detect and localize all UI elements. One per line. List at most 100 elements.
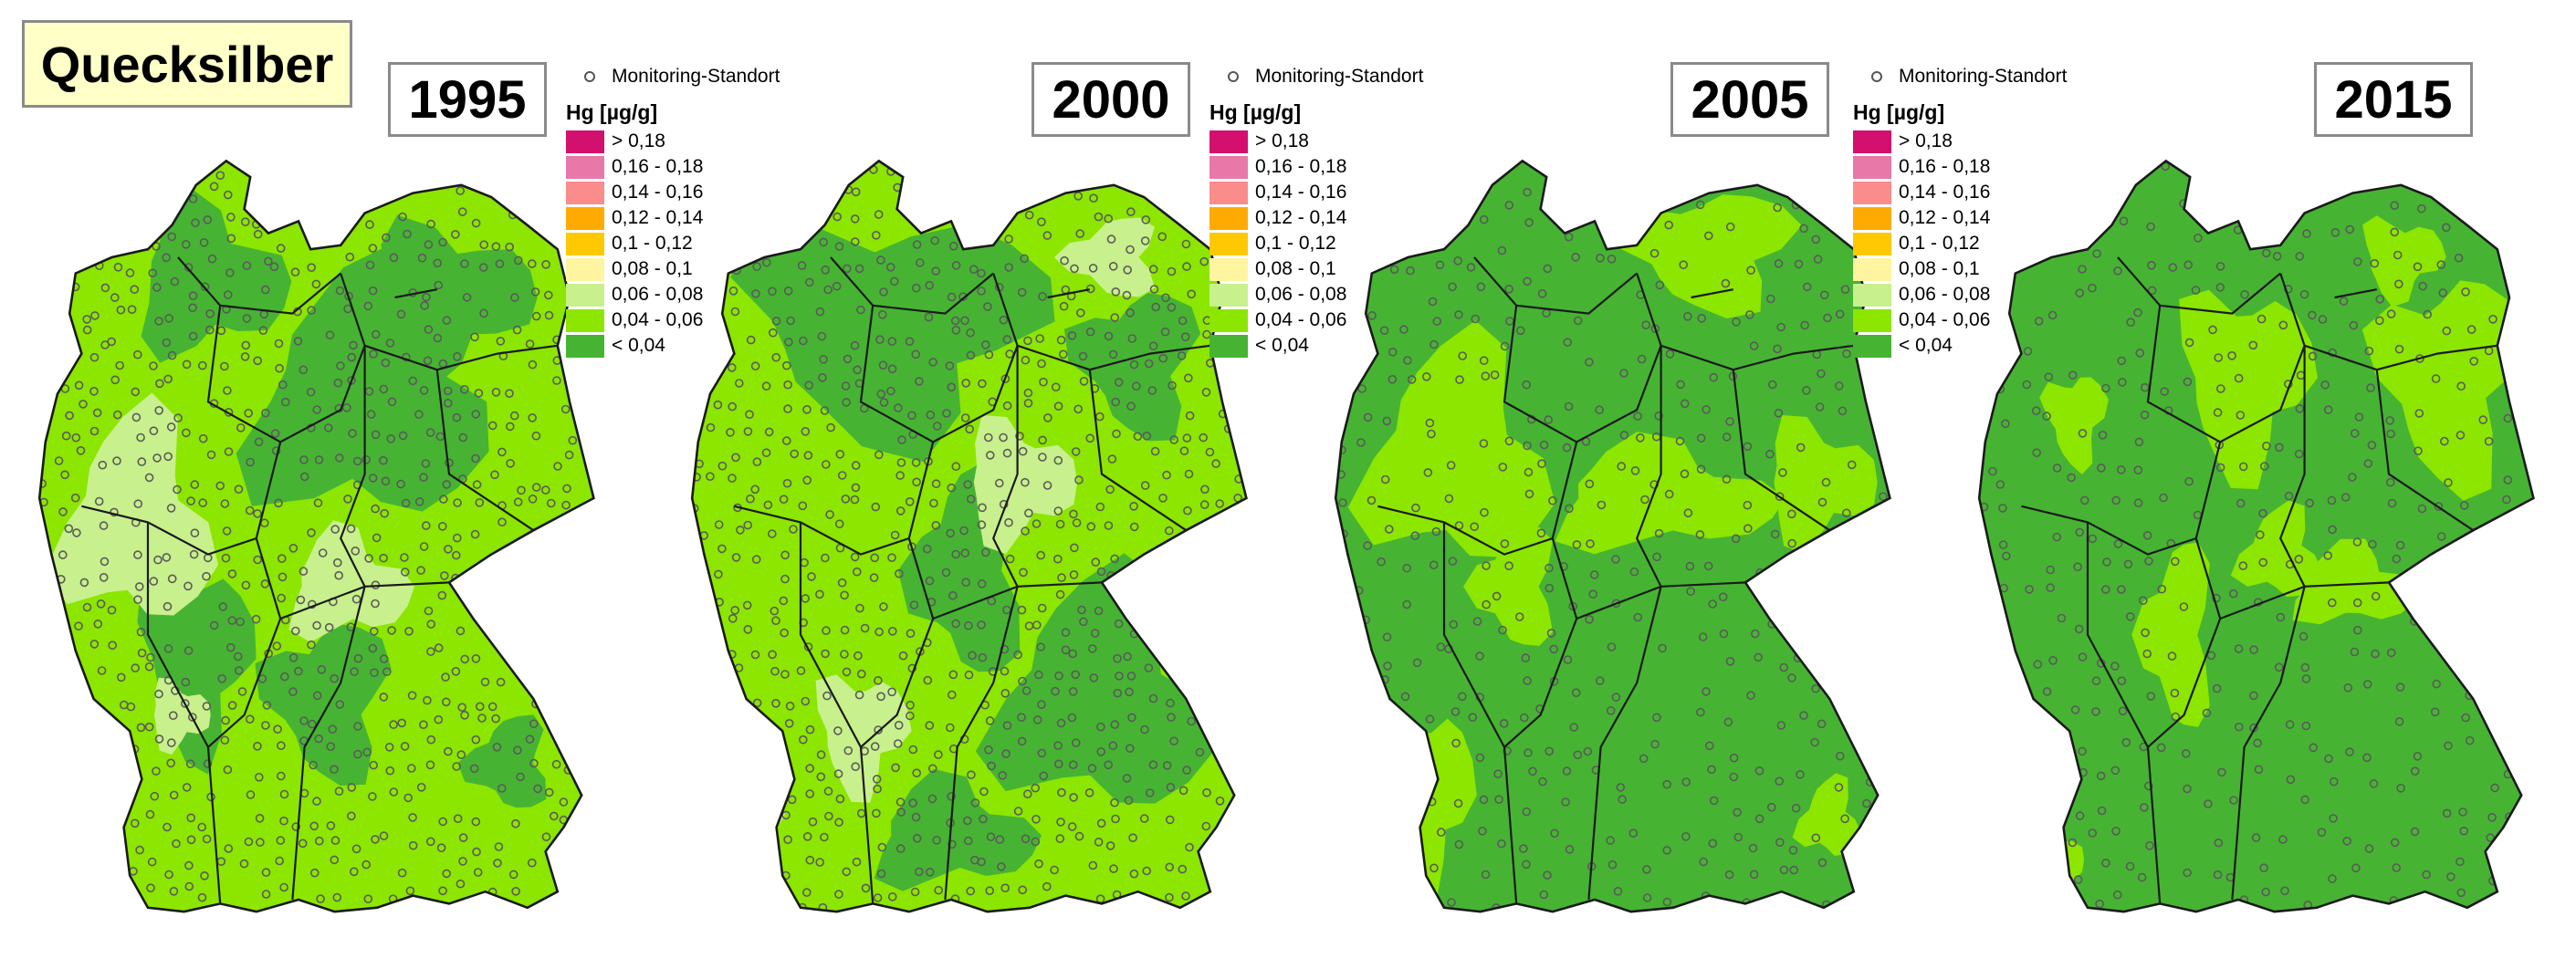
monitoring-site (1068, 760, 1078, 770)
concentration-zone (874, 768, 1042, 891)
monitoring-site (815, 589, 824, 599)
monitoring-site (1110, 554, 1119, 564)
monitoring-site (223, 386, 232, 395)
monitoring-site (815, 307, 825, 317)
monitoring-site (552, 376, 561, 385)
monitoring-site (1628, 828, 1639, 839)
monitoring-site (1493, 769, 1503, 779)
monitoring-site (1585, 614, 1594, 624)
monitoring-site (1680, 469, 1690, 479)
monitoring-site (421, 521, 431, 530)
monitoring-site (112, 456, 121, 465)
monitoring-site (1538, 776, 1547, 787)
monitoring-site (1211, 459, 1220, 468)
monitoring-site (751, 289, 760, 298)
legend-swatch (566, 130, 604, 153)
monitoring-site (275, 363, 284, 373)
monitoring-site (217, 673, 226, 683)
monitoring-site (726, 427, 735, 437)
monitoring-site (471, 735, 481, 745)
monitoring-site (127, 305, 137, 315)
monitoring-site (505, 422, 515, 432)
monitoring-site (761, 448, 771, 458)
monitoring-site (850, 495, 860, 505)
monitoring-site (1636, 432, 1645, 443)
monitoring-site (1571, 688, 1581, 698)
monitoring-site (186, 835, 196, 845)
monitoring-site (948, 590, 958, 600)
monitoring-site (906, 700, 915, 710)
monitoring-site (480, 677, 490, 687)
legend-swatch (566, 308, 604, 332)
monitoring-site (851, 237, 860, 246)
state-border (1047, 288, 1091, 299)
legend-class-label: 0,16 - 0,18 (1899, 156, 1991, 177)
monitoring-site (768, 529, 777, 538)
concentration-zone (1792, 773, 1863, 856)
monitoring-site (2253, 738, 2262, 748)
monitoring-site (2438, 288, 2448, 297)
monitoring-site (1075, 308, 1085, 318)
monitoring-site (155, 379, 164, 389)
monitoring-site (1123, 265, 1133, 275)
monitoring-site (207, 254, 217, 264)
monitoring-site (1521, 653, 1531, 662)
monitoring-site (371, 599, 380, 609)
monitoring-site (1655, 280, 1665, 290)
monitoring-site (136, 723, 146, 733)
monitoring-site (254, 437, 264, 447)
monitoring-site (406, 764, 416, 773)
legend-monitoring-label: Monitoring-Standort (1899, 66, 2068, 87)
monitoring-site (1862, 798, 1871, 808)
monitoring-site (269, 262, 279, 272)
monitoring-site (1039, 377, 1048, 387)
monitoring-site (782, 478, 792, 488)
monitoring-site (1125, 744, 1135, 754)
monitoring-site (326, 742, 336, 752)
monitoring-site (260, 579, 270, 589)
monitoring-site (182, 239, 191, 249)
monitoring-site (2390, 838, 2400, 848)
monitoring-site (1015, 432, 1024, 441)
monitoring-site (1022, 789, 1032, 799)
monitoring-site (873, 784, 882, 794)
legend-class-label: 0,08 - 0,1 (1255, 258, 1336, 279)
monitoring-site (403, 229, 412, 239)
monitoring-site (1545, 583, 1555, 593)
monitoring-site (1074, 475, 1084, 484)
monitoring-site (2330, 228, 2340, 237)
monitoring-site (2183, 784, 2192, 794)
monitoring-site (290, 626, 300, 636)
monitoring-site (1499, 718, 1509, 728)
monitoring-site (1834, 783, 1844, 792)
monitoring-site (456, 750, 466, 760)
monitoring-site (1505, 317, 1514, 326)
monitoring-site (1031, 783, 1041, 793)
monitoring-site (876, 255, 885, 265)
monitoring-site (1662, 846, 1672, 855)
monitoring-site (1038, 453, 1047, 462)
monitoring-site (2352, 598, 2362, 608)
monitoring-site (947, 483, 957, 493)
state-border (2304, 344, 2497, 371)
monitoring-site (299, 455, 309, 464)
monitoring-site (2249, 645, 2258, 654)
monitoring-site (912, 833, 922, 843)
monitoring-site-icon (1228, 71, 1239, 82)
monitoring-site (424, 240, 434, 249)
monitoring-site (1389, 265, 1399, 275)
monitoring-site (318, 548, 328, 557)
monitoring-site (436, 843, 446, 853)
monitoring-site (309, 821, 319, 831)
monitoring-site (330, 673, 340, 683)
monitoring-site (2423, 309, 2433, 319)
legend-class: 0,16 - 0,18 (1853, 154, 2127, 180)
monitoring-site (1382, 632, 1392, 642)
monitoring-site (1399, 325, 1408, 334)
monitoring-site (1108, 261, 1118, 271)
monitoring-site (1773, 344, 1782, 354)
concentration-zone (141, 188, 292, 363)
monitoring-site (1524, 748, 1533, 757)
monitoring-site (964, 620, 973, 630)
monitoring-site (2101, 585, 2110, 594)
